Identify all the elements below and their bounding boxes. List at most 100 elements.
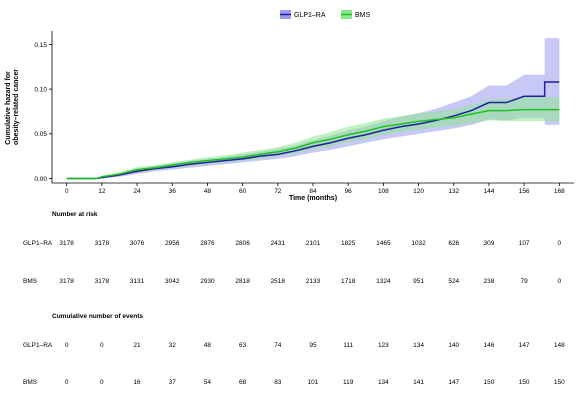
table-cell: 150 (484, 379, 495, 386)
table-cell: 2818 (235, 278, 250, 285)
table-cell: 1324 (376, 278, 391, 285)
table-cell: 2930 (200, 278, 215, 285)
risk-table-title: Number at risk (52, 211, 98, 218)
table-cell: 2806 (235, 240, 250, 247)
table-cell: 0 (558, 278, 562, 285)
table-cell: 0 (558, 240, 562, 247)
table-row-label: BMS (23, 278, 38, 285)
table-cell: 37 (169, 379, 177, 386)
legend: GLP1–RA BMS (280, 10, 371, 19)
table-cell: 83 (274, 379, 282, 386)
legend-label: BMS (355, 12, 371, 19)
plot-area: 0.00 0.05 0.10 0.15 0 12 24 36 48 60 72 84 96 108 120 1… (34, 31, 574, 195)
table-row-label: GLP1–RA (23, 342, 53, 349)
table-cell: 48 (204, 342, 212, 349)
table-cell: 3178 (59, 278, 74, 285)
y-axis-label-line-1: Cumulative hazard for (5, 71, 12, 145)
x-tick-label: 84 (309, 188, 317, 195)
x-tick-label: 108 (378, 188, 389, 195)
table-cell: 63 (239, 342, 247, 349)
y-tick-label: 0.10 (34, 87, 47, 94)
table-cell: 3178 (59, 240, 74, 247)
x-tick-label: 72 (274, 188, 282, 195)
table-cell: 123 (378, 342, 389, 349)
table-cell: 150 (519, 379, 530, 386)
table-cell: 1718 (341, 278, 356, 285)
table-cell: 21 (133, 342, 141, 349)
table-cell: 0 (100, 379, 104, 386)
table-cell: 95 (309, 342, 317, 349)
table-cell: 150 (554, 379, 565, 386)
table-cell: 2431 (271, 240, 286, 247)
table-cell: 1032 (411, 240, 426, 247)
y-axis-label: Cumulative hazard for obesity–related ca… (5, 69, 20, 145)
table-cell: 146 (484, 342, 495, 349)
confidence-band-bms (66, 97, 560, 179)
table-row-label: GLP1–RA (23, 240, 53, 247)
table-cell: 3076 (130, 240, 145, 247)
x-tick-label: 156 (519, 188, 530, 195)
table-cell: 2876 (200, 240, 215, 247)
table-cell: 951 (413, 278, 424, 285)
risk-table: GLP1–RA 3178 3178 3076 2956 2876 2806 2431 2101 1… (23, 240, 562, 285)
table-cell: 68 (239, 379, 247, 386)
table-cell: 140 (448, 342, 459, 349)
table-row-label: BMS (23, 379, 38, 386)
x-tick-label: 48 (204, 188, 212, 195)
table-cell: 309 (484, 240, 495, 247)
y-tick-label: 0.00 (34, 176, 47, 183)
table-cell: 79 (521, 278, 529, 285)
x-tick-label: 96 (345, 188, 353, 195)
confidence-bands (66, 38, 560, 179)
table-cell: 2518 (271, 278, 286, 285)
table-cell: 3131 (130, 278, 145, 285)
table-cell: 2133 (306, 278, 321, 285)
x-tick-label: 144 (484, 188, 495, 195)
table-cell: 141 (413, 379, 424, 386)
table-cell: 0 (65, 342, 69, 349)
table-cell: 74 (274, 342, 282, 349)
table-cell: 148 (554, 342, 565, 349)
table-cell: 111 (343, 342, 353, 349)
x-tick-label: 0 (65, 188, 69, 195)
table-cell: 147 (519, 342, 530, 349)
table-cell: 3042 (165, 278, 180, 285)
axes: 0.00 0.05 0.10 0.15 0 12 24 36 48 60 72 84 96 108 120 1… (34, 31, 574, 195)
table-cell: 134 (378, 379, 389, 386)
table-cell: 3178 (95, 240, 110, 247)
table-cell: 54 (204, 379, 212, 386)
table-cell: 0 (65, 379, 69, 386)
y-tick-label: 0.15 (34, 42, 47, 49)
x-tick-label: 132 (448, 188, 459, 195)
series-line-glp1-ra (66, 81, 560, 180)
x-tick-label: 24 (133, 188, 141, 195)
table-cell: 1465 (376, 240, 391, 247)
table-cell: 1825 (341, 240, 356, 247)
table-cell: 626 (448, 240, 459, 247)
events-table-title: Cumulative number of events (52, 313, 143, 320)
x-tick-label: 60 (239, 188, 247, 195)
x-tick-label: 36 (169, 188, 177, 195)
table-cell: 3178 (95, 278, 110, 285)
x-tick-label: 120 (413, 188, 424, 195)
table-cell: 119 (343, 379, 354, 386)
legend-label: GLP1–RA (294, 12, 326, 19)
table-cell: 147 (448, 379, 459, 386)
table-cell: 238 (484, 278, 495, 285)
y-tick-label: 0.05 (34, 131, 47, 138)
y-axis-label-line-2: obesity–related cancer (13, 69, 20, 145)
series-line-bms (66, 108, 560, 180)
table-cell: 2101 (306, 240, 321, 247)
table-cell: 0 (100, 342, 104, 349)
x-tick-label: 12 (98, 188, 106, 195)
events-table: GLP1–RA 0 0 21 32 48 63 74 95 111 123 134 140 146 147 1… (23, 342, 565, 386)
table-cell: 101 (308, 379, 319, 386)
table-cell: 16 (133, 379, 141, 386)
hazard-lines (66, 81, 560, 180)
table-cell: 2956 (165, 240, 180, 247)
table-cell: 107 (519, 240, 530, 247)
x-tick-label: 168 (554, 188, 565, 195)
table-cell: 32 (169, 342, 177, 349)
x-axis-label: Time (months) (289, 195, 337, 202)
